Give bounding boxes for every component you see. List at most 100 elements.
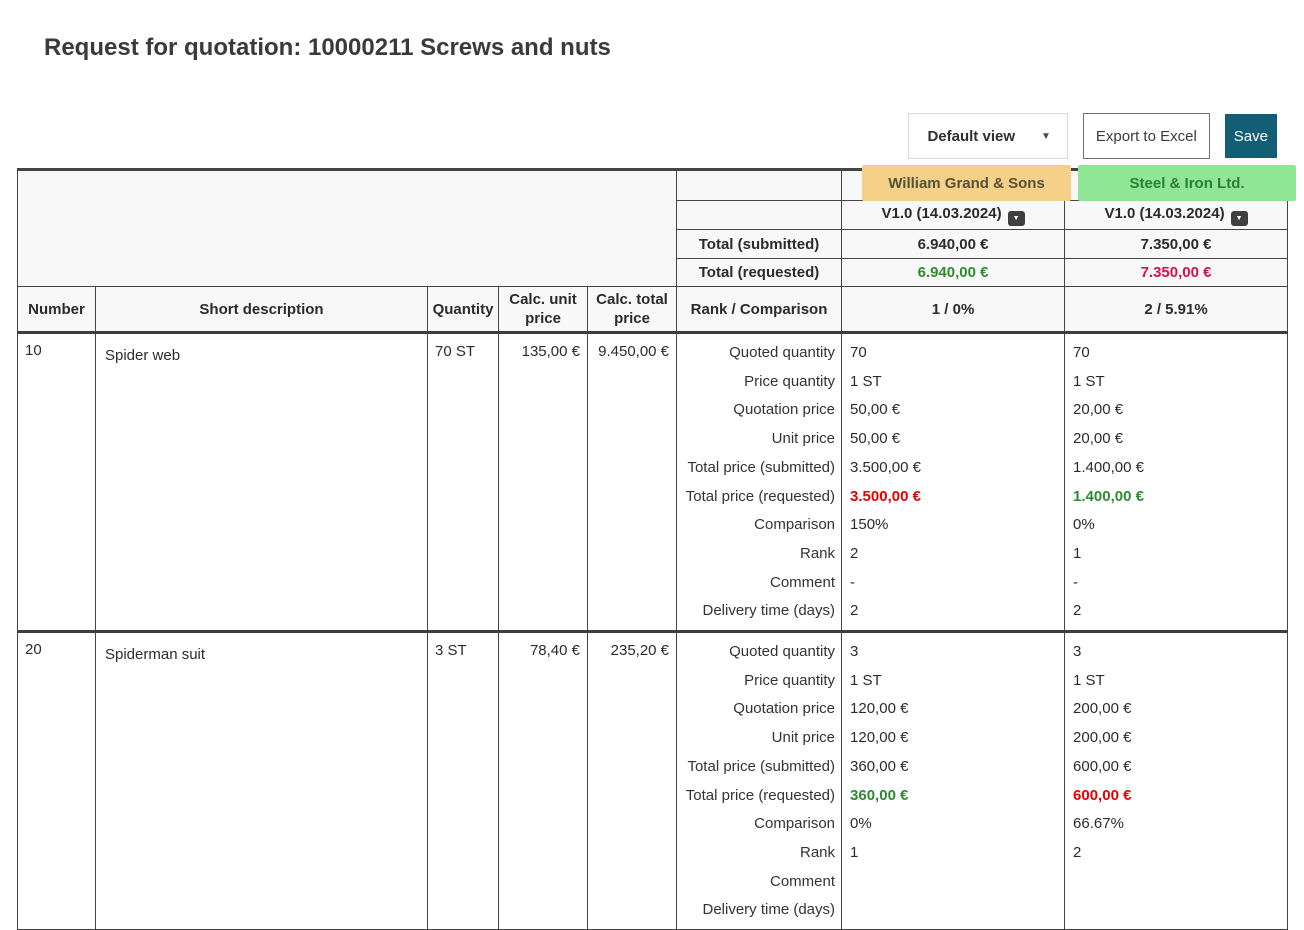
supplier-2-total-submitted: 7.350,00 €	[1064, 229, 1289, 259]
supplier-1-total-requested: 6.940,00 €	[841, 258, 1066, 287]
detail-label: Comment	[770, 573, 836, 591]
column-header-short-description: Short description	[95, 286, 428, 334]
item-row-20: 20 Spiderman suit 3 ST 78,40 € 235,20 € …	[17, 630, 1289, 930]
empty-label-cell	[676, 200, 843, 230]
quotation-comparison-table: William Grand & Sons Steel & Iron Ltd. V…	[16, 165, 1297, 930]
item-description-cell: Spiderman suit	[95, 630, 428, 930]
detail-value: 200,00 €	[1073, 700, 1132, 718]
detail-value: 20,00 €	[1073, 430, 1124, 448]
item-description-cell: Spider web	[95, 330, 428, 633]
detail-label: Comparison	[754, 815, 836, 833]
column-header-number: Number	[17, 286, 96, 334]
column-header-row: Number Short description Quantity Calc. …	[17, 286, 1289, 334]
detail-value: 50,00 €	[850, 430, 901, 448]
detail-value: 1.400,00 €	[1073, 458, 1144, 476]
item-calc-total-price-cell: 9.450,00 €	[586, 330, 678, 633]
column-header-calc-total-price: Calc. total price	[586, 286, 678, 334]
detail-label: Total price (requested)	[685, 487, 836, 505]
export-to-excel-button[interactable]: Export to Excel	[1082, 113, 1210, 159]
supplier-1-total-submitted: 6.940,00 €	[841, 229, 1066, 259]
detail-label: Quotation price	[733, 700, 836, 718]
page-title: Request for quotation: 10000211 Screws a…	[44, 34, 611, 61]
detail-label: Total price (requested)	[685, 786, 836, 804]
item-calc-total-price-cell: 235,20 €	[586, 630, 678, 930]
detail-value: 0%	[850, 815, 872, 833]
detail-label: Quoted quantity	[729, 344, 836, 361]
detail-value: 2	[1073, 602, 1082, 620]
detail-value-total-requested: 360,00 €	[850, 786, 909, 804]
total-submitted-label: Total (submitted)	[676, 229, 843, 259]
detail-label: Total price (submitted)	[687, 458, 836, 476]
detail-value: 120,00 €	[850, 700, 909, 718]
detail-label: Price quantity	[744, 671, 836, 689]
detail-value: 120,00 €	[850, 729, 909, 747]
detail-value: 70	[1073, 344, 1090, 361]
column-header-calc-unit-price: Calc. unit price	[498, 286, 588, 334]
save-button[interactable]: Save	[1224, 114, 1277, 158]
detail-value: 1	[850, 843, 859, 861]
detail-labels-cell: Quoted quantity Price quantity Quotation…	[676, 330, 843, 633]
item-row-10: 10 Spider web 70 ST 135,00 € 9.450,00 € …	[17, 330, 1289, 633]
detail-value: 1 ST	[1073, 671, 1105, 689]
detail-label: Delivery time (days)	[702, 602, 836, 620]
supplier-2-offer-values-cell: 70 1 ST 20,00 € 20,00 € 1.400,00 € 1.400…	[1064, 330, 1289, 633]
detail-value: 200,00 €	[1073, 729, 1132, 747]
item-quantity-cell: 70 ST	[427, 330, 499, 633]
item-number-cell: 10	[17, 330, 96, 633]
chevron-down-icon: ▼	[1041, 130, 1051, 142]
detail-value: 66.67%	[1073, 815, 1124, 833]
supplier-2-offer-values-cell: 3 1 ST 200,00 € 200,00 € 600,00 € 600,00…	[1064, 630, 1289, 930]
detail-value: 2	[850, 544, 859, 562]
supplier-1-rank-comparison: 1 / 0%	[841, 286, 1066, 334]
detail-value: 360,00 €	[850, 757, 909, 775]
column-header-rank-comparison: Rank / Comparison	[676, 286, 843, 334]
version-dropdown-icon[interactable]: ▼	[1007, 210, 1025, 226]
toolbar: Default view ▼ Export to Excel Save	[17, 113, 1277, 159]
detail-value: -	[850, 573, 856, 591]
detail-label: Rank	[800, 544, 836, 562]
detail-label: Comparison	[754, 516, 836, 534]
detail-label: Quotation price	[733, 401, 836, 419]
column-header-quantity: Quantity	[427, 286, 499, 334]
supplier-1-name: William Grand & Sons	[888, 174, 1045, 192]
view-selector[interactable]: Default view ▼	[908, 113, 1068, 159]
detail-value: 3	[850, 643, 859, 661]
supplier-2-name: Steel & Iron Ltd.	[1129, 174, 1245, 192]
detail-value: -	[1073, 573, 1079, 591]
detail-value: 20,00 €	[1073, 401, 1124, 419]
item-calc-unit-price-cell: 78,40 €	[498, 630, 588, 930]
supplier-1-highlight: William Grand & Sons	[862, 165, 1072, 201]
supplier-2-header-cell: Steel & Iron Ltd.	[1064, 165, 1297, 201]
detail-value-total-requested: 600,00 €	[1073, 786, 1132, 804]
supplier-2-rank-comparison: 2 / 5.91%	[1064, 286, 1289, 334]
supplier-1-header-cell: William Grand & Sons	[841, 165, 1072, 201]
detail-value: 3.500,00 €	[850, 458, 921, 476]
detail-value: 600,00 €	[1073, 757, 1132, 775]
blank-merged-cell	[16, 169, 678, 287]
supplier-name-row: William Grand & Sons Steel & Iron Ltd.	[16, 165, 1297, 287]
detail-label: Total price (submitted)	[687, 757, 836, 775]
supplier-1-offer-values-cell: 3 1 ST 120,00 € 120,00 € 360,00 € 360,00…	[841, 630, 1066, 930]
detail-label: Delivery time (days)	[702, 901, 836, 919]
detail-value-total-requested: 3.500,00 €	[850, 487, 921, 505]
item-number-cell: 20	[17, 630, 96, 930]
version-dropdown-icon[interactable]: ▼	[1230, 210, 1248, 226]
supplier-2-highlight: Steel & Iron Ltd.	[1078, 165, 1297, 201]
detail-value: 1 ST	[850, 372, 882, 390]
supplier-1-version: V1.0 (14.03.2024)	[881, 204, 1002, 222]
view-selector-value: Default view	[927, 127, 1015, 145]
item-calc-unit-price-cell: 135,00 €	[498, 330, 588, 633]
detail-value: 1	[1073, 544, 1082, 562]
detail-label: Unit price	[771, 430, 836, 448]
supplier-2-version: V1.0 (14.03.2024)	[1104, 204, 1225, 222]
detail-value: 1 ST	[1073, 372, 1105, 390]
total-requested-label: Total (requested)	[676, 258, 843, 287]
detail-value: 50,00 €	[850, 401, 901, 419]
detail-value: 2	[850, 602, 859, 620]
detail-value: 2	[1073, 843, 1082, 861]
detail-label: Price quantity	[744, 372, 836, 390]
total-submitted-row: Total (submitted) 6.940,00 € 7.350,00 €	[18, 229, 1289, 259]
detail-labels-cell: Quoted quantity Price quantity Quotation…	[676, 630, 843, 930]
empty-label-cell	[676, 169, 843, 201]
detail-value: 1 ST	[850, 671, 882, 689]
